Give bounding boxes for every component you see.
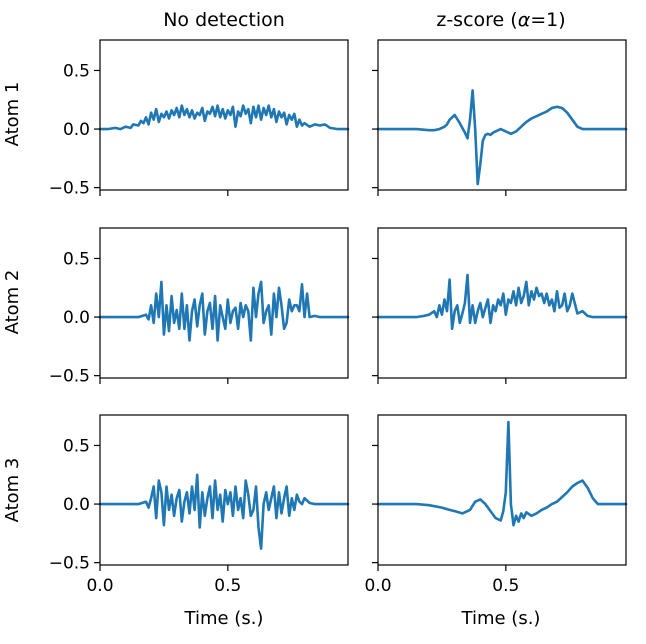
x-axis-label-left: Time (s.): [184, 608, 264, 629]
series-line-r2c2: [376, 273, 628, 331]
col-title-no-detection: No detection: [163, 9, 285, 31]
y-tick-label-r2c1-1: 0.0: [63, 308, 90, 328]
y-tick-label-r1c1-0: 0.5: [63, 61, 90, 81]
series-line-r3c1: [98, 473, 350, 550]
axes-frame-r3c2: [377, 414, 627, 566]
series-line-r1c2: [376, 89, 628, 186]
axes-frame-r1c2: [377, 39, 627, 191]
x-tick-label-r3c1-0: 0.0: [86, 576, 113, 596]
y-tick-label-r2c1-0: 0.5: [63, 249, 90, 269]
axes-frame-r2c1: [99, 227, 349, 379]
x-tick-label-r3c2-0: 0.0: [364, 576, 391, 596]
lines-layer: [98, 89, 628, 550]
y-tick-label-r3c1-0: 0.5: [63, 436, 90, 456]
y-tick-label-r1c1-2: −0.5: [49, 179, 90, 199]
x-axis-label-right: Time (s.): [461, 608, 541, 629]
x-tick-label-r3c2-1: 0.5: [492, 576, 519, 596]
series-line-r1c1: [98, 104, 350, 131]
x-tick-label-r3c1-1: 0.5: [214, 576, 241, 596]
col-title-z-score: z-score (α=1): [436, 9, 565, 31]
series-line-r2c1: [98, 280, 350, 342]
series-line-r3c2: [376, 420, 628, 527]
y-tick-label-r1c1-1: 0.0: [63, 120, 90, 140]
axes-frame-r3c1: [99, 414, 349, 566]
axes-frame-r1c1: [99, 39, 349, 191]
y-tick-label-r2c1-2: −0.5: [49, 367, 90, 387]
axes-layer: [94, 39, 627, 571]
text-layer: No detection z-score (α=1) Atom 1 Atom 2…: [2, 9, 566, 629]
row-label-atom-3: Atom 3: [2, 458, 23, 523]
row-label-atom-2: Atom 2: [2, 270, 23, 335]
y-tick-label-r3c1-2: −0.5: [49, 554, 90, 574]
axes-frame-r2c2: [377, 227, 627, 379]
y-tick-label-r3c1-1: 0.0: [63, 495, 90, 515]
row-label-atom-1: Atom 1: [2, 82, 23, 147]
